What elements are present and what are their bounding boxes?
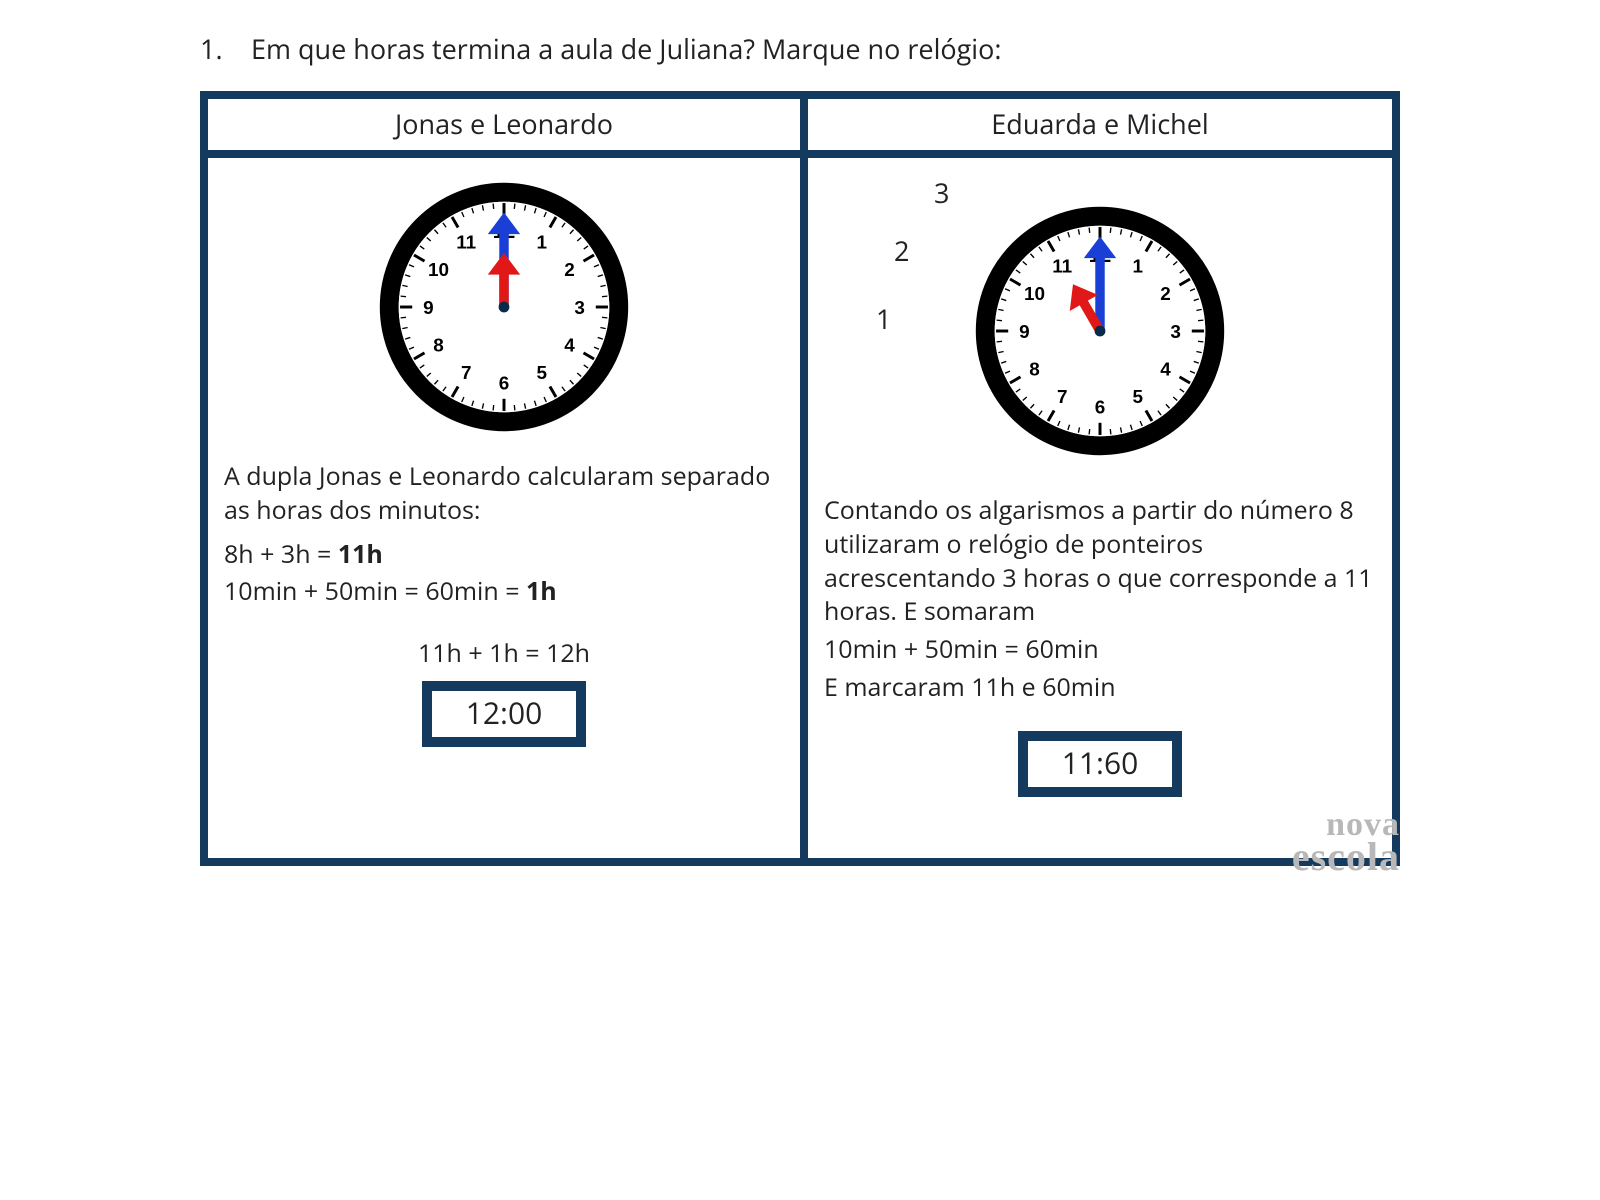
svg-text:10: 10 [428,260,449,281]
left-description: A dupla Jonas e Leonardo calcularam sepa… [224,460,784,747]
clock-right-wrap: 3 2 1 121234567891011 [824,196,1376,466]
svg-text:7: 7 [461,363,472,384]
left-eq-min: 10min + 50min = 60min = 1h [224,575,784,609]
right-p3: E marcaram 11h e 60min [824,671,1376,705]
left-intro: A dupla Jonas e Leonardo calcularam sepa… [224,460,784,528]
svg-text:2: 2 [1160,284,1171,305]
question-number: 1. [200,30,244,67]
svg-text:11: 11 [1052,256,1072,277]
col-left-header: Jonas e Leonardo [208,99,800,158]
right-answer-row: 11:60 [824,731,1376,798]
question-text: Em que horas termina a aula de Juliana? … [251,30,1001,67]
left-eq-hours: 8h + 3h = 11h [224,538,784,572]
svg-text:6: 6 [1095,397,1106,418]
svg-text:4: 4 [1160,360,1171,381]
left-answer-row: 12:00 [224,681,784,748]
answer-grid: Jonas e Leonardo 121234567891011 A dupla… [200,91,1400,866]
col-right: Eduarda e Michel 3 2 1 121234567891011 C… [800,99,1392,858]
col-left: Jonas e Leonardo 121234567891011 A dupla… [208,99,800,858]
svg-text:9: 9 [423,298,434,319]
clock-right: 121234567891011 [965,196,1235,466]
svg-text:1: 1 [537,232,548,253]
right-description: Contando os algarismos a partir do númer… [824,494,1376,797]
right-answer-box: 11:60 [1018,731,1183,798]
brand-logo: nova escola [1292,811,1400,874]
col-right-body: 3 2 1 121234567891011 Contando os algari… [808,158,1392,858]
left-eq-sum: 11h + 1h = 12h [224,637,784,671]
svg-text:8: 8 [433,336,444,357]
svg-text:3: 3 [574,298,585,319]
clock-left-wrap: 121234567891011 [224,172,784,442]
svg-text:10: 10 [1024,284,1045,305]
side-num-2: 2 [894,232,909,269]
svg-text:9: 9 [1019,322,1030,343]
svg-text:1: 1 [1133,256,1144,277]
right-p1: Contando os algarismos a partir do númer… [824,494,1376,629]
svg-text:7: 7 [1057,387,1068,408]
left-answer-box: 12:00 [422,681,587,748]
svg-text:8: 8 [1029,360,1040,381]
svg-text:2: 2 [564,260,575,281]
svg-text:5: 5 [537,363,548,384]
col-left-body: 121234567891011 A dupla Jonas e Leonardo… [208,158,800,858]
svg-text:3: 3 [1170,322,1181,343]
side-num-1: 1 [876,300,891,337]
svg-text:11: 11 [456,232,476,253]
col-right-header: Eduarda e Michel [808,99,1392,158]
clock-left: 121234567891011 [369,172,639,442]
logo-line2: escola [1292,840,1400,874]
right-p2: 10min + 50min = 60min [824,633,1376,667]
question-line: 1. Em que horas termina a aula de Julian… [200,30,1400,67]
worksheet-page: 1. Em que horas termina a aula de Julian… [160,0,1440,866]
svg-text:6: 6 [499,373,510,394]
svg-text:4: 4 [564,336,575,357]
side-num-3: 3 [934,174,949,211]
svg-text:5: 5 [1133,387,1144,408]
